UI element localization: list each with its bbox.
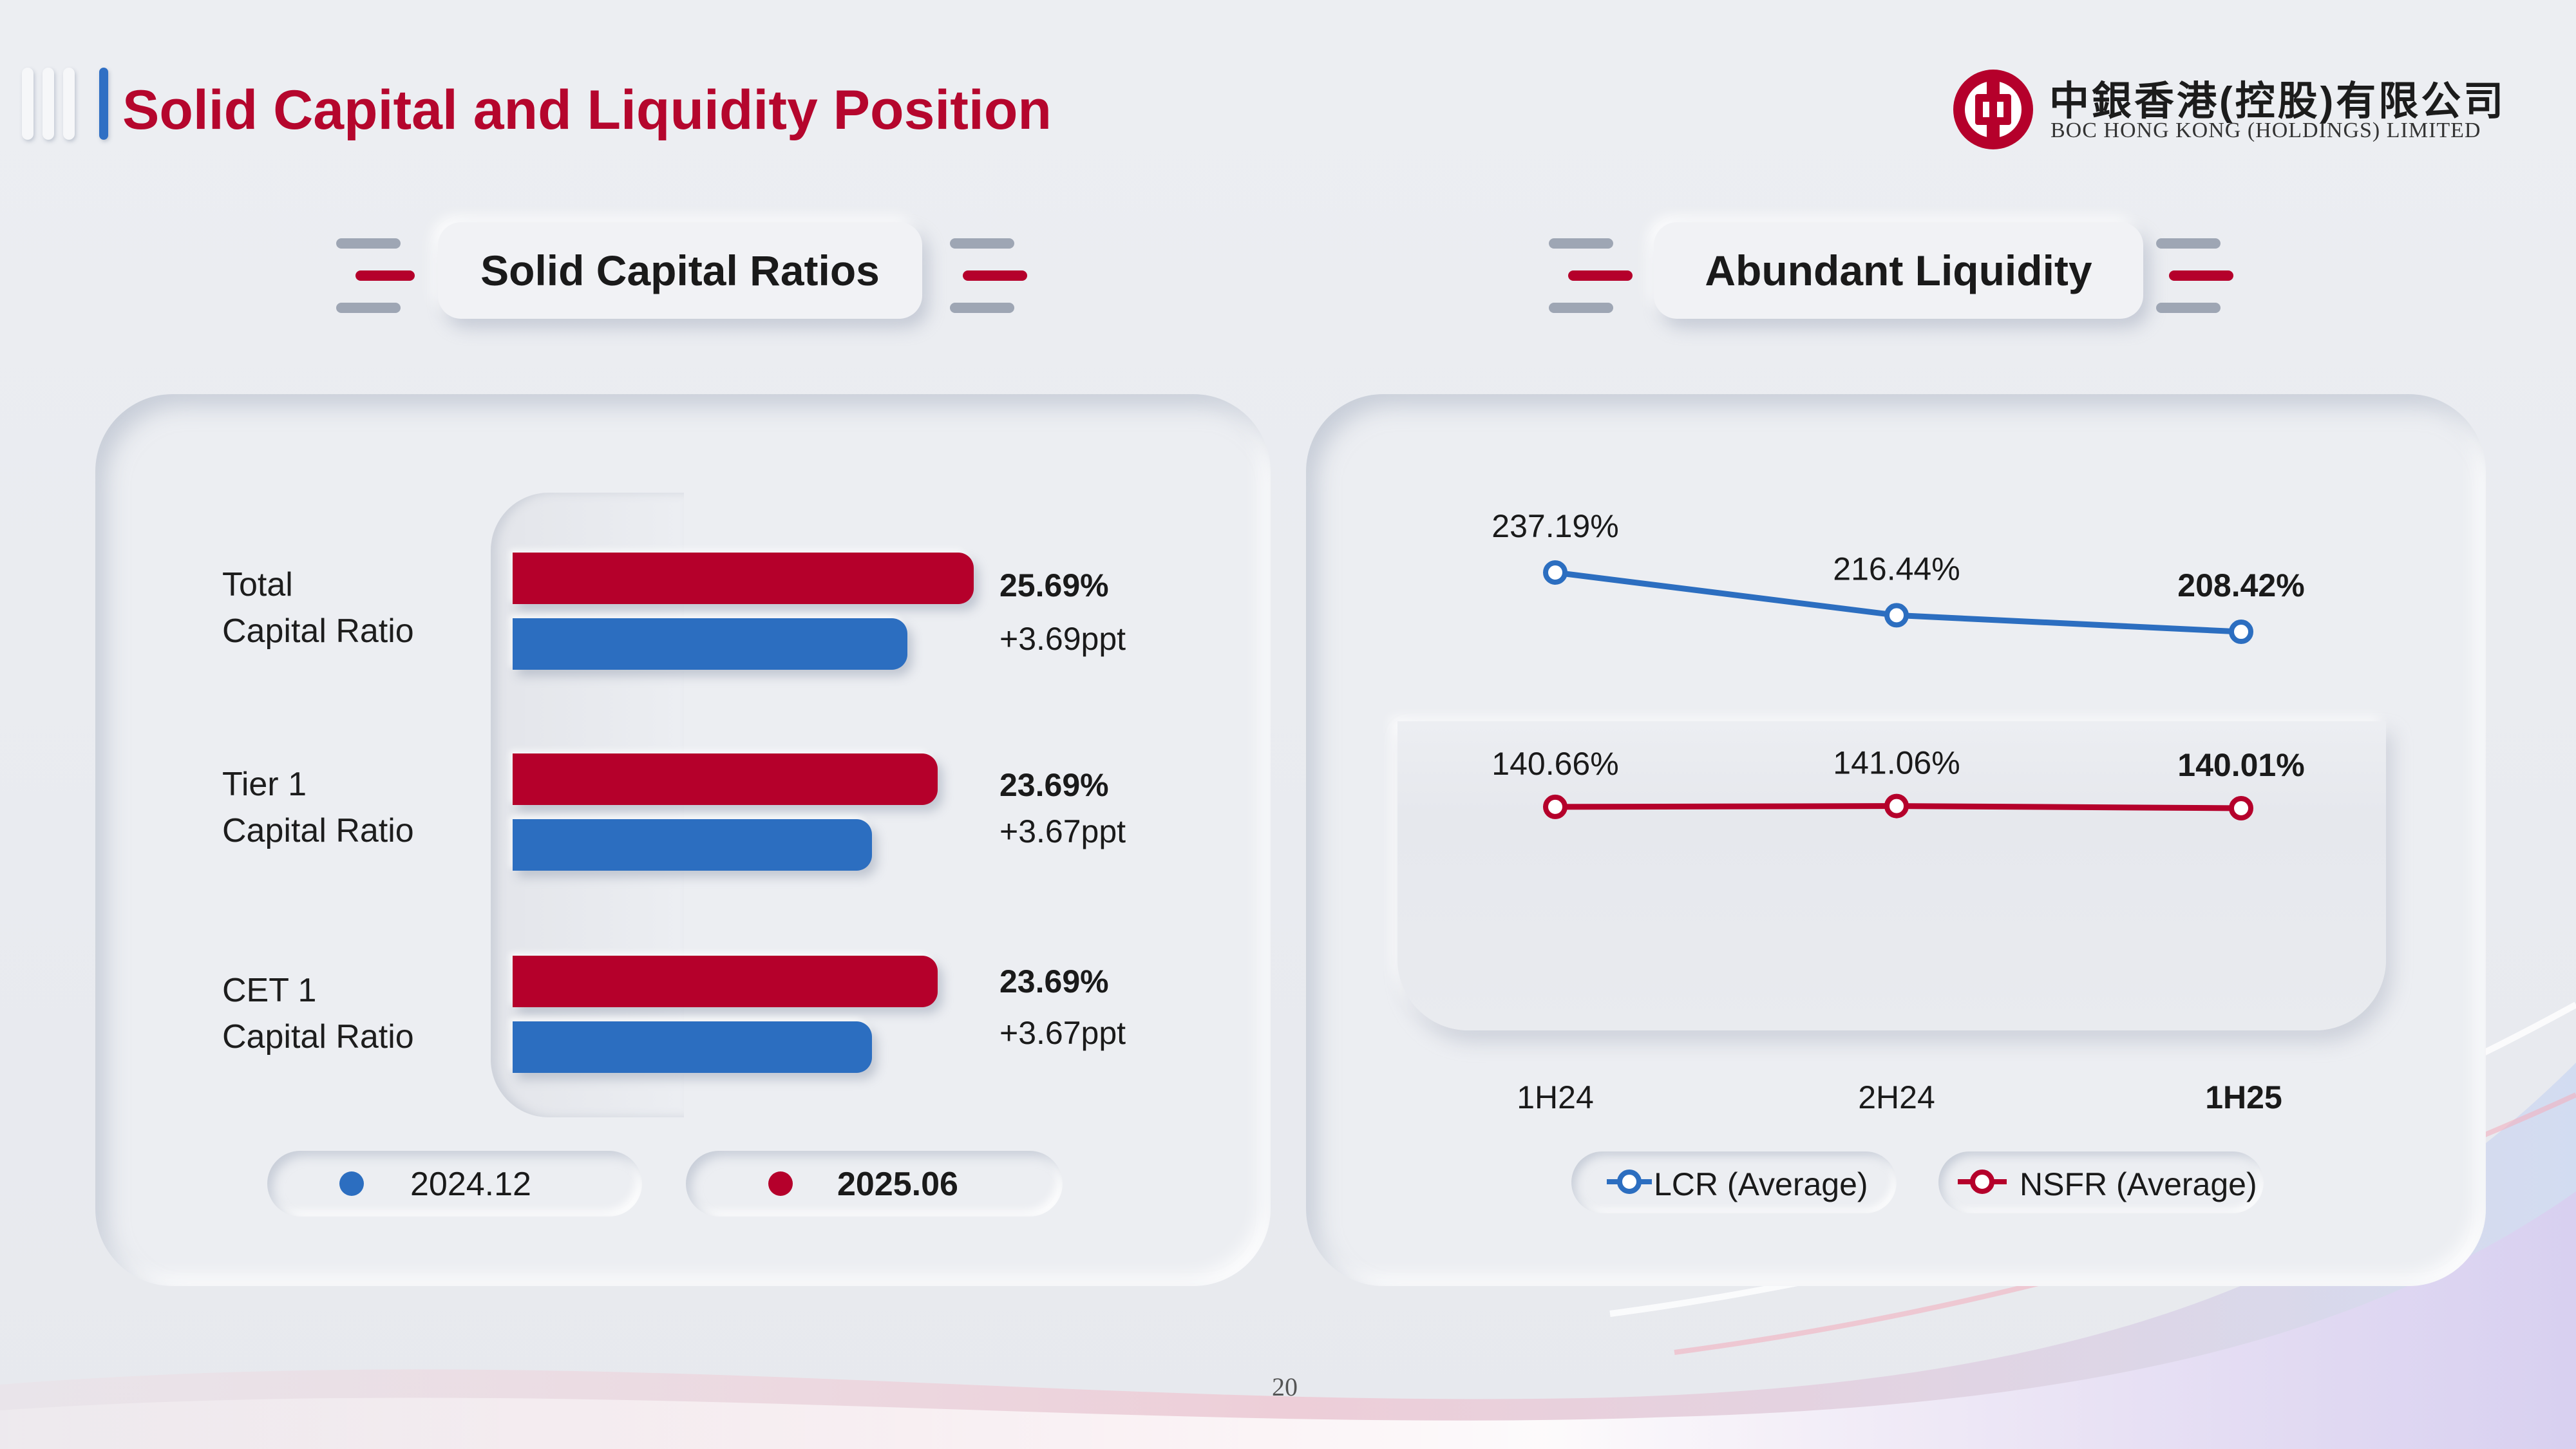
capital-section-title: Solid Capital Ratios — [438, 222, 922, 319]
value-total: 25.69% — [999, 567, 1109, 603]
legend-label-lcr: LCR (Average) — [1654, 1166, 1868, 1202]
x-tick-2h24: 2H24 — [1858, 1079, 1935, 1115]
nsfr-legend-icon — [1958, 1170, 2007, 1194]
liquidity-section-title: Abundant Liquidity — [1654, 222, 2143, 319]
row-label-line1: Total — [222, 566, 293, 603]
x-tick-1h25: 1H25 — [2205, 1079, 2282, 1115]
change-total: +3.69ppt — [999, 621, 1126, 657]
bar-2025-total — [513, 553, 974, 604]
lcr-legend-icon — [1607, 1170, 1652, 1194]
legend-lcr: LCR (Average) — [1571, 1151, 1897, 1213]
legend-nsfr: NSFR (Average) — [1938, 1151, 2264, 1213]
bar-2025-tier1 — [513, 753, 938, 805]
page-number: 20 — [1272, 1372, 1298, 1401]
bar-2025-cet1 — [513, 956, 938, 1007]
legend-dot-red — [768, 1171, 793, 1196]
bar-2024-total — [513, 618, 908, 670]
change-tier1: +3.67ppt — [999, 813, 1126, 849]
value-cet1: 23.69% — [999, 963, 1109, 999]
value-tier1: 23.69% — [999, 767, 1109, 803]
row-label-line2: Capital Ratio — [222, 1018, 414, 1056]
row-label-line2: Capital Ratio — [222, 812, 414, 849]
row-label-tier1: Tier 1 Capital Ratio — [222, 761, 414, 854]
page-title: Solid Capital and Liquidity Position — [122, 79, 1052, 141]
legend-dot-blue — [339, 1171, 364, 1196]
bar-2024-cet1 — [513, 1021, 872, 1073]
row-label-cet1: CET 1 Capital Ratio — [222, 967, 414, 1060]
company-name-en: BOC HONG KONG (HOLDINGS) LIMITED — [2050, 118, 2481, 142]
legend-label-nsfr: NSFR (Average) — [2020, 1166, 2257, 1202]
boc-logo-icon — [1953, 70, 2033, 149]
legend-2024: 2024.12 — [267, 1151, 642, 1217]
row-label-line1: CET 1 — [222, 972, 317, 1009]
bar-2024-tier1 — [513, 819, 872, 871]
legend-label-2025: 2025.06 — [837, 1166, 958, 1203]
company-name-cn: 中銀香港(控股)有限公司 — [2049, 79, 2506, 124]
line-chart-well — [1397, 721, 2386, 1030]
x-tick-1h24: 1H24 — [1517, 1079, 1594, 1115]
row-label-total: Total Capital Ratio — [222, 562, 414, 654]
row-label-line2: Capital Ratio — [222, 612, 414, 650]
legend-label-2024: 2024.12 — [410, 1166, 531, 1203]
legend-2025: 2025.06 — [686, 1151, 1063, 1217]
row-label-line1: Tier 1 — [222, 766, 307, 803]
change-cet1: +3.67ppt — [999, 1015, 1126, 1051]
